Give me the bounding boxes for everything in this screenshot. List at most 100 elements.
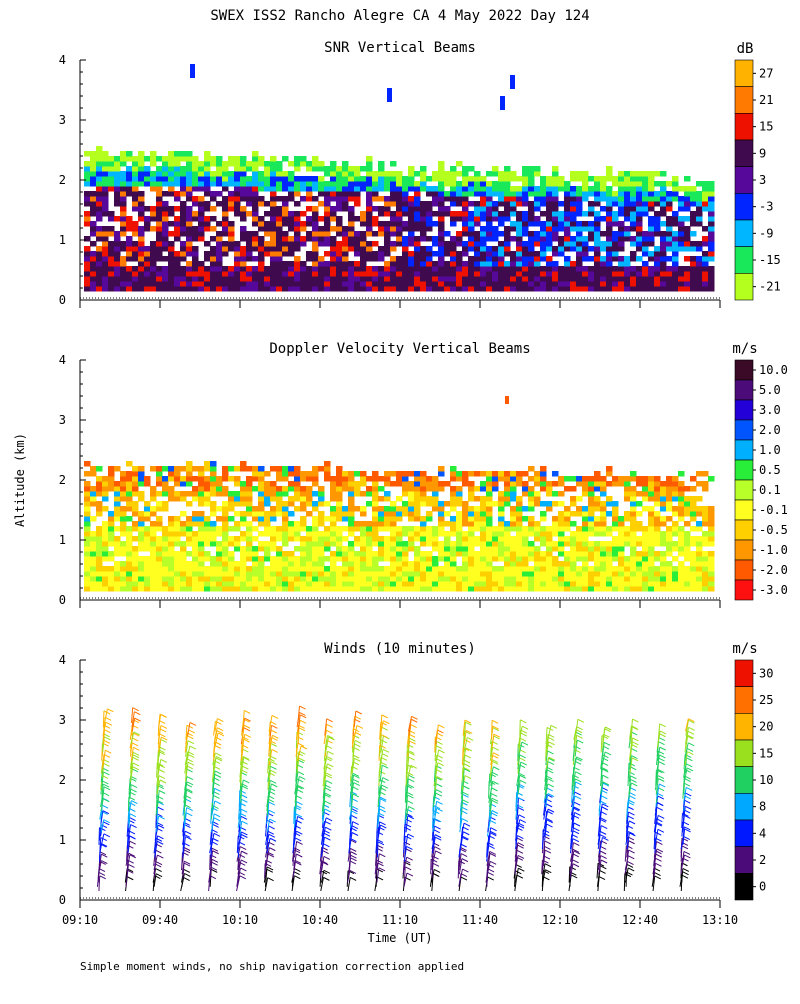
snr-cell — [432, 196, 439, 202]
snr-cell — [312, 186, 319, 192]
doppler-cell — [462, 516, 469, 522]
doppler-cell — [240, 536, 247, 542]
doppler-cell — [654, 521, 661, 527]
snr-cell — [570, 261, 577, 267]
doppler-cell — [150, 511, 157, 517]
doppler-cell — [228, 581, 235, 587]
doppler-cell — [348, 476, 355, 482]
wind-barb-flag — [241, 795, 247, 798]
doppler-cell — [300, 471, 307, 477]
snr-cell — [456, 201, 463, 207]
snr-cell — [366, 186, 373, 192]
snr-cell — [390, 281, 397, 287]
snr-cell — [84, 276, 91, 282]
snr-cell — [186, 231, 193, 237]
snr-cell — [180, 251, 187, 257]
doppler-cell — [210, 466, 217, 472]
doppler-cell — [108, 576, 115, 582]
snr-cell — [630, 191, 637, 197]
snr-cell — [702, 261, 709, 267]
snr-cell — [120, 256, 127, 262]
doppler-cell — [240, 586, 247, 592]
doppler-cell — [570, 531, 577, 537]
doppler-cell — [402, 576, 409, 582]
colorbar-swatch — [735, 113, 753, 140]
snr-cell — [252, 211, 259, 217]
doppler-cell — [330, 586, 337, 592]
snr-cell — [426, 256, 433, 262]
doppler-cell — [108, 536, 115, 542]
snr-cell — [612, 196, 619, 202]
snr-cell — [366, 191, 373, 197]
snr-cell — [450, 261, 457, 267]
doppler-cell — [702, 551, 709, 557]
snr-cell — [396, 181, 403, 187]
snr-cell — [270, 276, 277, 282]
snr-cell — [618, 271, 625, 277]
snr-cell — [390, 161, 397, 167]
doppler-cell — [450, 556, 457, 562]
snr-cell — [438, 176, 445, 182]
snr-cell — [528, 186, 535, 192]
snr-cell — [612, 191, 619, 197]
snr-cell — [342, 166, 349, 172]
snr-cell — [624, 256, 631, 262]
doppler-cell — [588, 566, 595, 572]
doppler-cell — [372, 526, 379, 532]
snr-cell — [216, 166, 223, 172]
snr-cell — [204, 201, 211, 207]
doppler-cell — [606, 586, 613, 592]
doppler-cell — [102, 566, 109, 572]
snr-cell — [594, 226, 601, 232]
doppler-cell — [318, 551, 325, 557]
snr-cell — [492, 246, 499, 252]
doppler-cell — [636, 536, 643, 542]
snr-cell — [240, 216, 247, 222]
doppler-cell — [138, 471, 145, 477]
snr-cell — [582, 241, 589, 247]
snr-cell — [642, 261, 649, 267]
snr-cell — [552, 191, 559, 197]
snr-cell — [126, 176, 133, 182]
wind-barb-flag — [103, 784, 109, 787]
doppler-cell — [564, 586, 571, 592]
snr-cell — [396, 231, 403, 237]
snr-cell — [558, 181, 565, 187]
snr-cell — [504, 281, 511, 287]
doppler-cell — [462, 536, 469, 542]
snr-cell — [570, 186, 577, 192]
doppler-cell — [612, 571, 619, 577]
doppler-cell — [648, 516, 655, 522]
snr-cell — [132, 276, 139, 282]
snr-cell — [126, 181, 133, 187]
snr-cell — [282, 186, 289, 192]
doppler-cell — [684, 576, 691, 582]
doppler-cell — [498, 531, 505, 537]
snr-cell — [702, 286, 709, 292]
doppler-cell — [294, 486, 301, 492]
doppler-cell — [660, 496, 667, 502]
snr-cell — [492, 236, 499, 242]
snr-cell — [408, 256, 415, 262]
snr-cell — [324, 171, 331, 177]
doppler-cell — [528, 556, 535, 562]
snr-cell — [330, 196, 337, 202]
doppler-cell — [666, 486, 673, 492]
snr-cell — [462, 171, 469, 177]
doppler-cell — [546, 546, 553, 552]
doppler-cell — [564, 476, 571, 482]
snr-cell — [132, 166, 139, 172]
snr-cell — [186, 186, 193, 192]
snr-cell — [516, 211, 523, 217]
snr-cell — [108, 171, 115, 177]
snr-cell — [132, 251, 139, 257]
doppler-cell — [294, 566, 301, 572]
snr-cell — [564, 206, 571, 212]
doppler-cell — [330, 541, 337, 547]
doppler-cell — [444, 531, 451, 537]
doppler-cell — [414, 486, 421, 492]
doppler-cell — [288, 531, 295, 537]
snr-cell — [144, 226, 151, 232]
doppler-cell — [126, 581, 133, 587]
doppler-cell — [120, 491, 127, 497]
